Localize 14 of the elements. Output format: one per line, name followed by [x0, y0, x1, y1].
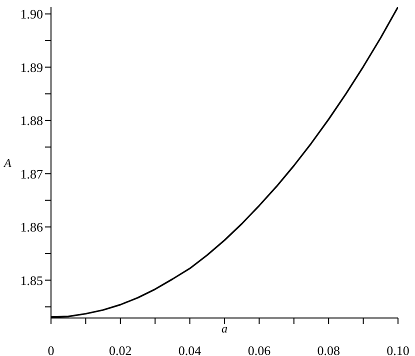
y-tick-label: 1.86 [20, 220, 44, 235]
y-tick-label: 1.85 [20, 272, 43, 288]
y-tick-label: 1.88 [20, 113, 43, 128]
x-tick-label: 0.06 [248, 343, 272, 356]
x-tick-label: 0.02 [109, 343, 132, 356]
x-tick-label: 0.04 [178, 343, 202, 356]
y-tick-label: 1.89 [20, 60, 43, 75]
x-tick-label: 0 [48, 343, 54, 356]
x-tick-label: 0.08 [317, 343, 340, 356]
x-axis-title: a [222, 322, 228, 336]
y-tick-label: 1.87 [20, 166, 44, 182]
y-tick-label: 1.90 [20, 6, 43, 22]
y-axis-title: A [3, 156, 12, 170]
x-tick-label: 0.10 [386, 343, 410, 356]
